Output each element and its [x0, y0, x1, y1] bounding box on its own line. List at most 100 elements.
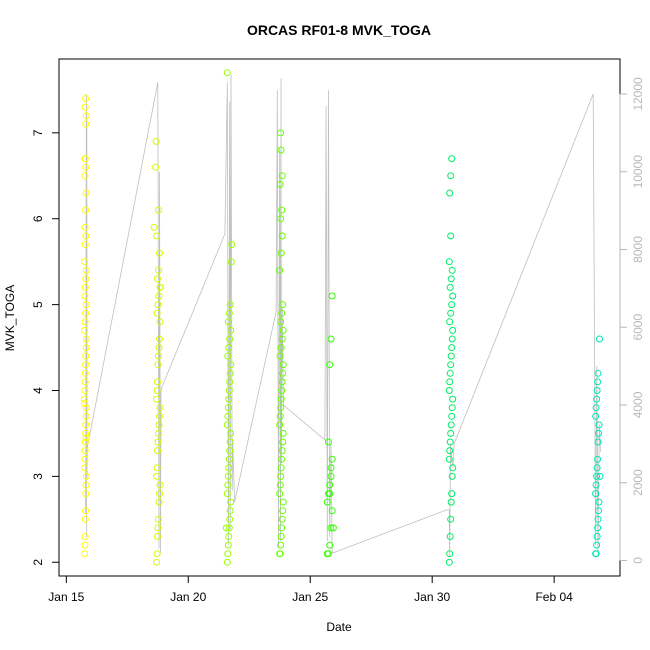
data-point: [447, 498, 455, 506]
data-point: [593, 395, 601, 403]
data-point: [82, 352, 90, 360]
data-point: [155, 352, 162, 360]
data-point: [227, 258, 235, 266]
y2-tick-label: 2000: [631, 469, 645, 496]
data-point: [81, 447, 89, 455]
data-point: [226, 515, 234, 523]
data-point: [595, 421, 603, 429]
data-point: [225, 464, 233, 472]
data-point: [276, 490, 284, 498]
data-point: [447, 232, 455, 240]
data-point: [156, 335, 163, 343]
data-point: [155, 206, 162, 214]
data-point: [154, 533, 161, 540]
data-point: [224, 352, 232, 360]
data-point: [155, 292, 163, 300]
data-point: [278, 335, 286, 343]
data-point: [156, 412, 163, 420]
data-point: [225, 524, 233, 532]
x-axis: Jan 15 Jan 20 Jan 25 Jan 30 Feb 04: [48, 575, 573, 604]
data-point: [153, 395, 161, 403]
data-point: [81, 258, 89, 266]
y2-tick-label: 12000: [631, 77, 645, 111]
data-point: [224, 541, 232, 549]
data-point: [445, 558, 453, 566]
data-point: [154, 361, 162, 369]
data-point: [155, 421, 163, 429]
data-point: [446, 378, 454, 386]
data-point: [447, 361, 455, 369]
data-point: [225, 344, 233, 352]
data-point: [153, 550, 161, 558]
data-point: [277, 129, 284, 137]
data-point: [448, 404, 456, 412]
data-point: [227, 429, 235, 437]
data-point: [81, 369, 89, 377]
data-point: [447, 352, 455, 360]
data-point: [446, 438, 454, 446]
data-point: [594, 378, 602, 386]
data-point: [279, 369, 287, 377]
data-point: [448, 490, 456, 498]
data-point: [225, 455, 233, 463]
data-point: [277, 404, 285, 412]
x-tick-label: Feb 04: [535, 590, 573, 604]
data-point: [594, 524, 602, 532]
data-point: [278, 515, 286, 523]
data-point: [277, 146, 285, 154]
data-point: [448, 472, 456, 480]
data-point: [446, 318, 454, 326]
data-point: [81, 395, 89, 403]
data-point: [277, 395, 285, 403]
data-point: [445, 387, 453, 394]
data-point: [277, 344, 285, 352]
data-point: [227, 498, 235, 506]
data-point: [594, 369, 602, 377]
data-point: [328, 507, 336, 515]
data-point: [226, 447, 234, 455]
data-point: [447, 421, 455, 429]
data-point: [155, 266, 162, 274]
data-point: [226, 438, 234, 446]
data-point: [152, 137, 160, 145]
data-point: [594, 515, 602, 523]
data-point: [81, 283, 89, 291]
data-point: [593, 464, 601, 472]
data-point: [224, 318, 232, 326]
data-point: [154, 301, 162, 309]
data-point: [449, 292, 457, 300]
data-point: [277, 472, 285, 480]
data-point: [225, 533, 233, 540]
data-point: [445, 258, 453, 266]
data-point: [448, 412, 456, 420]
data-point: [325, 550, 332, 558]
data-point: [449, 326, 457, 334]
data-point: [153, 558, 161, 566]
data-point: [226, 507, 234, 515]
data-point: [593, 472, 601, 480]
data-point: [154, 378, 161, 386]
data-point: [448, 335, 456, 343]
data-point: [154, 275, 161, 283]
x-tick-label: Jan 30: [414, 590, 450, 604]
data-point: [593, 533, 601, 540]
data-point: [447, 515, 455, 523]
data-point: [222, 524, 230, 532]
data-point: [593, 541, 601, 549]
data-point: [153, 472, 161, 480]
data-point: [593, 387, 601, 394]
data-point: [595, 429, 602, 437]
data-point: [223, 558, 231, 566]
data-point: [446, 283, 454, 291]
data-point: [154, 438, 162, 446]
data-point: [448, 155, 456, 163]
data-point: [446, 447, 454, 455]
data-point: [279, 301, 287, 309]
y2-tick-label: 6000: [631, 314, 645, 341]
data-point: [276, 481, 284, 489]
y-tick-label: 6: [31, 215, 45, 222]
data-point: [82, 429, 90, 437]
data-point: [276, 421, 284, 429]
data-point: [81, 515, 89, 523]
